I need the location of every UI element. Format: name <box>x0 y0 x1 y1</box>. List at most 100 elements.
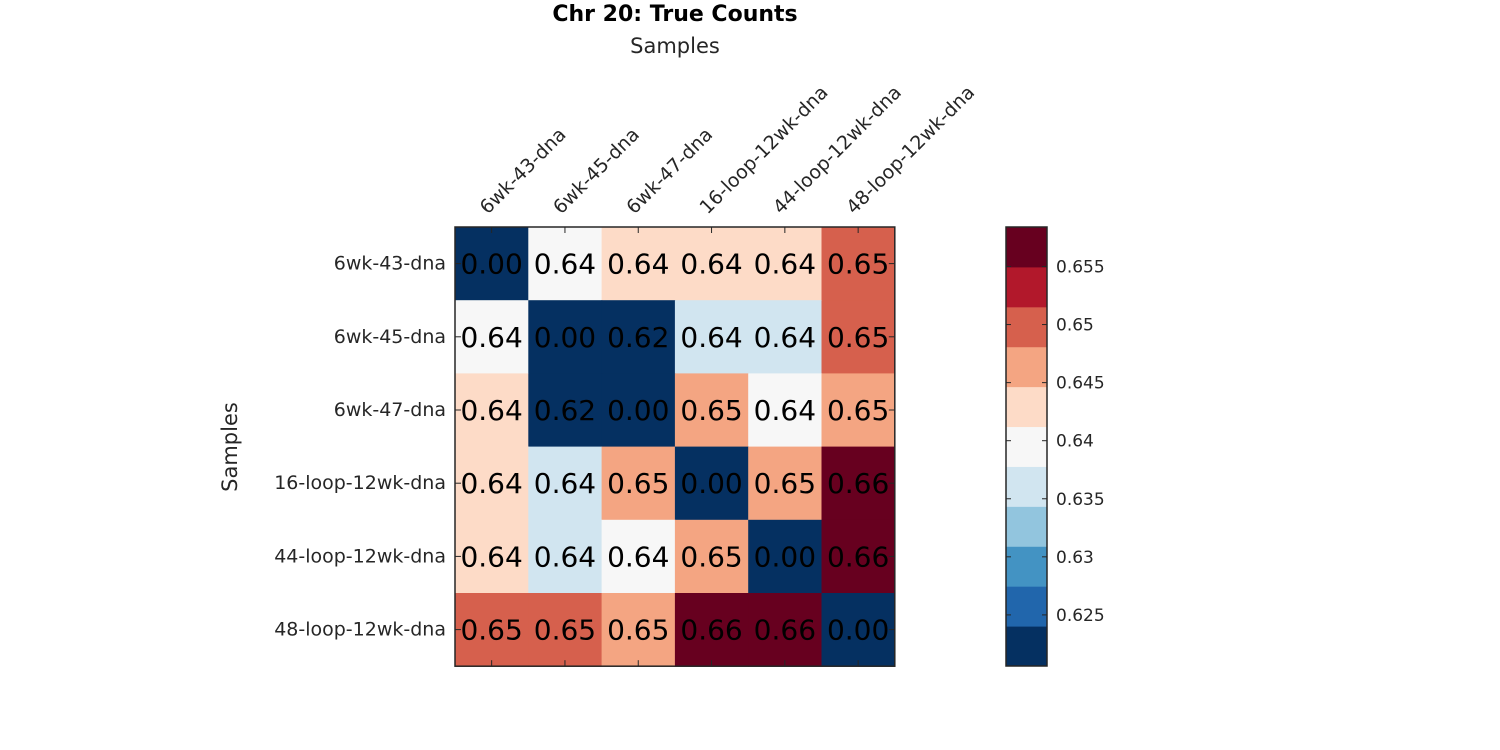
colorbar-segment <box>1006 306 1047 348</box>
y-tick-label: 48-loop-12wk-dna <box>274 619 446 641</box>
cell-value-label: 0.64 <box>754 321 816 354</box>
cell-value-label: 0.62 <box>534 394 596 427</box>
colorbar-segment <box>1006 386 1047 428</box>
heatmap-cell <box>528 593 603 667</box>
cell-value-label: 0.64 <box>607 540 669 573</box>
x-tick-label: 48-loop-12wk-dna <box>842 81 979 218</box>
heatmap-cell <box>821 300 896 374</box>
heatmap-cell <box>748 446 823 521</box>
cell-value-label: 0.66 <box>827 540 889 573</box>
heatmap-cell <box>455 519 529 594</box>
heatmap-cell <box>748 519 823 594</box>
heatmap-cell <box>674 227 749 301</box>
heatmap-cell <box>455 593 529 667</box>
cell-value-label: 0.66 <box>754 614 816 647</box>
cell-value-label: 0.64 <box>680 321 742 354</box>
colorbar-border <box>1005 226 1048 667</box>
cell-value-label: 0.65 <box>460 614 522 647</box>
heatmap-cell <box>674 593 749 667</box>
cell-value-label: 0.66 <box>827 467 889 500</box>
heatmap-cell <box>674 519 749 594</box>
heatmap-cell <box>821 373 896 448</box>
y-tick-label: 6wk-43-dna <box>334 253 446 275</box>
cell-value-label: 0.65 <box>534 614 596 647</box>
cell-value-label: 0.00 <box>754 540 816 573</box>
heatmap-cell <box>821 227 896 301</box>
colorbar-segment <box>1006 506 1047 547</box>
y-axis-label: Samples <box>218 402 242 492</box>
colorbar-segment <box>1006 586 1047 627</box>
cell-value-label: 0.65 <box>680 394 742 427</box>
cell-value-label: 0.00 <box>534 321 596 354</box>
heatmap-cell <box>528 373 603 448</box>
cell-value-label: 0.64 <box>754 394 816 427</box>
colorbar-tick-label: 0.635 <box>1056 490 1105 510</box>
y-tick-label: 6wk-47-dna <box>334 399 446 421</box>
cell-value-label: 0.00 <box>460 248 522 281</box>
cell-value-label: 0.64 <box>460 467 522 500</box>
heatmap-cell <box>601 519 676 594</box>
y-tick-labels: 6wk-43-dna 6wk-45-dna 6wk-47-dna 16-loop-12… <box>274 253 446 641</box>
cell-value-label: 0.65 <box>754 467 816 500</box>
y-tick-label: 6wk-45-dna <box>334 326 446 348</box>
colorbar-segment <box>1006 266 1047 308</box>
cell-value-label: 0.00 <box>827 614 889 647</box>
colorbar-tick-label: 0.65 <box>1056 316 1094 336</box>
cell-value-label: 0.64 <box>534 248 596 281</box>
colorbar-tick-label: 0.625 <box>1056 606 1105 626</box>
cell-value-label: 0.65 <box>827 321 889 354</box>
cell-value-label: 0.64 <box>460 321 522 354</box>
cell-value-label: 0.00 <box>680 467 742 500</box>
x-axis-label: Samples <box>630 34 720 58</box>
y-tick-label: 16-loop-12wk-dna <box>274 472 446 494</box>
heatmap-cell <box>748 593 823 667</box>
cell-value-label: 0.66 <box>680 614 742 647</box>
cell-value-label: 0.64 <box>460 540 522 573</box>
chart-title: Chr 20: True Counts <box>552 2 797 27</box>
cell-value-label: 0.64 <box>460 394 522 427</box>
heatmap-cell-labels: 0.00 0.64 0.64 0.64 0.64 0.65 0.64 0.00 0.62 0.64… <box>460 248 889 647</box>
cell-value-label: 0.64 <box>607 248 669 281</box>
heatmap-cell <box>601 593 676 667</box>
cell-value-label: 0.64 <box>534 540 596 573</box>
heatmap-cell <box>748 227 823 301</box>
heatmap-cell <box>528 300 603 374</box>
cell-value-label: 0.65 <box>607 614 669 647</box>
heatmap-cell <box>528 446 603 521</box>
heatmap-cell <box>528 519 603 594</box>
heatmap-cell <box>674 446 749 521</box>
cell-value-label: 0.00 <box>607 394 669 427</box>
colorbar-segment <box>1006 466 1047 507</box>
colorbar-segment <box>1006 546 1047 587</box>
colorbar-segment <box>1006 426 1047 467</box>
x-tick-labels: 6wk-43-dna6wk-45-dna6wk-47-dna16-loop-12… <box>476 81 980 218</box>
colorbar-tick-label: 0.655 <box>1056 257 1105 277</box>
heatmap-cell <box>748 373 823 448</box>
colorbar-tick-label: 0.64 <box>1056 432 1094 452</box>
plot-border <box>454 226 896 667</box>
x-tick-label: 44-loop-12wk-dna <box>769 81 906 218</box>
colorbar-segment <box>1006 346 1047 388</box>
heatmap-cell <box>748 300 823 374</box>
colorbar-segment <box>1006 626 1047 667</box>
cell-value-label: 0.65 <box>607 467 669 500</box>
heatmap-cell <box>821 519 896 594</box>
cell-value-label: 0.64 <box>534 467 596 500</box>
x-tick-label: 16-loop-12wk-dna <box>696 81 833 218</box>
heatmap-cell <box>821 593 896 667</box>
heatmap-cell <box>455 373 529 448</box>
heatmap-cells <box>455 227 896 667</box>
heatmap-cell <box>674 373 749 448</box>
heatmap-cell <box>455 446 529 521</box>
heatmap-cell <box>455 300 529 374</box>
heatmap-frame <box>454 226 896 667</box>
heatmap-cell <box>674 300 749 374</box>
cell-value-label: 0.62 <box>607 321 669 354</box>
colorbar-tick-label: 0.645 <box>1056 374 1105 394</box>
cell-value-label: 0.64 <box>680 248 742 281</box>
cell-value-label: 0.65 <box>827 394 889 427</box>
cell-value-label: 0.65 <box>680 540 742 573</box>
colorbar: 0.625 0.63 0.635 0.64 0.645 0.65 0.655 <box>1005 226 1105 667</box>
colorbar-segment <box>1006 227 1047 268</box>
